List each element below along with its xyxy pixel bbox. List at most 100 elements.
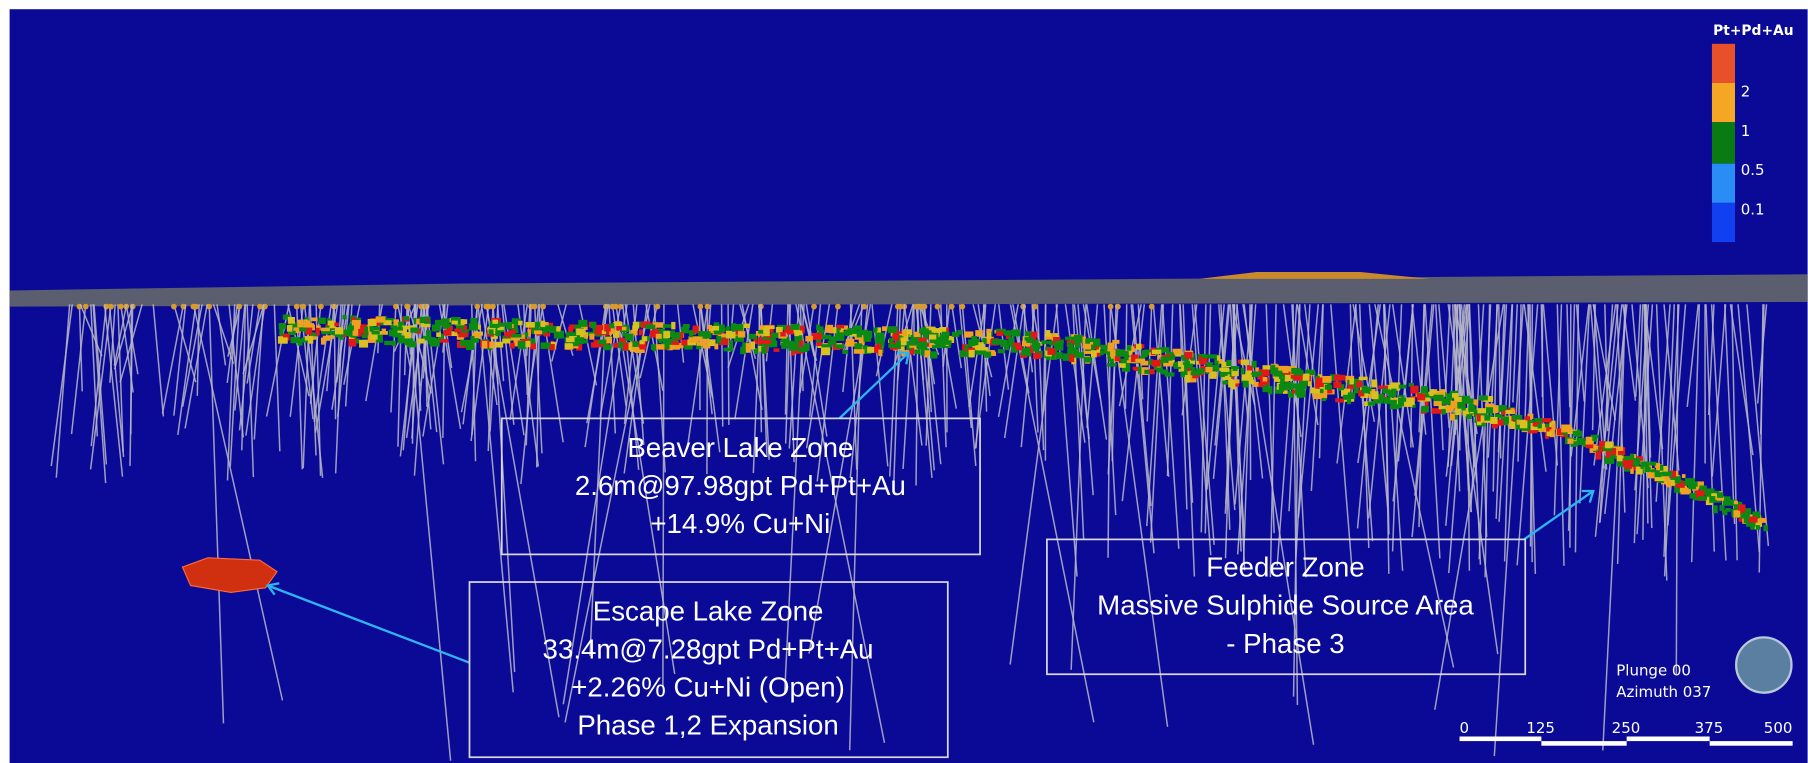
assay-block — [767, 338, 776, 343]
assay-block — [1024, 331, 1031, 337]
drill-hole — [1478, 304, 1492, 560]
collar — [404, 303, 411, 310]
drill-hole — [800, 304, 815, 357]
assay-block — [910, 334, 919, 343]
assay-block — [1714, 490, 1720, 497]
assay-block — [321, 327, 330, 332]
assay-block — [1156, 367, 1163, 373]
surface-outcrop — [1199, 272, 1430, 279]
assay-block — [425, 330, 432, 336]
assay-block — [566, 332, 572, 339]
assay-block — [1163, 362, 1174, 367]
assay-block — [939, 326, 947, 333]
assay-block — [346, 325, 354, 331]
callout-text: Phase 1,2 Expansion — [577, 710, 838, 741]
assay-block — [1278, 375, 1283, 379]
drill-hole — [326, 304, 335, 392]
assay-block — [931, 345, 936, 350]
drill-hole — [741, 304, 763, 410]
assay-block — [1262, 376, 1268, 382]
assay-block — [1659, 465, 1668, 474]
assay-block — [790, 323, 800, 330]
assay-block — [794, 330, 803, 337]
assay-block — [631, 345, 637, 351]
assay-block — [529, 343, 536, 350]
drill-hole — [1493, 304, 1524, 757]
assay-block — [1647, 472, 1655, 479]
assay-block — [836, 332, 844, 339]
assay-block — [1598, 445, 1603, 453]
assay-block — [299, 327, 307, 332]
assay-block — [282, 333, 289, 338]
assay-block — [341, 329, 352, 335]
collar — [861, 303, 868, 310]
assay-block — [1605, 447, 1613, 452]
assay-block — [618, 342, 628, 349]
drill-hole — [997, 304, 1010, 390]
assay-block — [1432, 389, 1438, 393]
assay-block — [599, 329, 607, 335]
assay-block — [730, 323, 737, 331]
assay-block — [906, 341, 917, 346]
assay-block — [1674, 479, 1682, 484]
assay-block — [397, 335, 403, 343]
drill-hole — [1152, 304, 1170, 477]
assay-block — [1713, 505, 1718, 514]
assay-block — [1347, 383, 1352, 391]
assay-block — [991, 351, 997, 356]
assay-block — [1616, 459, 1627, 467]
assay-block — [1524, 416, 1531, 422]
drill-hole — [1516, 304, 1539, 566]
drill-hole — [336, 304, 350, 417]
assay-block — [681, 326, 689, 334]
assay-block — [447, 331, 458, 337]
collar — [835, 303, 841, 310]
assay-block — [1307, 381, 1312, 387]
assay-block — [1590, 434, 1599, 439]
assay-block — [849, 332, 858, 337]
assay-block — [342, 314, 347, 320]
drill-hole — [1643, 304, 1664, 450]
assay-block — [1656, 472, 1664, 477]
assay-block — [463, 325, 468, 331]
assay-block — [1180, 371, 1185, 378]
assay-block — [1597, 446, 1609, 452]
drill-hole — [212, 304, 235, 364]
assay-block — [516, 318, 520, 325]
assay-block — [733, 324, 744, 331]
assay-block — [1177, 361, 1183, 367]
assay-block — [1549, 429, 1555, 438]
drill-hole — [246, 304, 255, 478]
assay-block — [540, 320, 546, 328]
assay-block — [1561, 424, 1572, 433]
drill-hole — [1194, 304, 1215, 545]
assay-block — [454, 328, 462, 333]
assay-block — [1185, 370, 1193, 378]
assay-block — [540, 342, 551, 349]
assay-block — [308, 323, 315, 330]
assay-block — [775, 326, 783, 334]
assay-block — [543, 332, 551, 337]
assay-block — [1404, 401, 1413, 407]
assay-block — [1221, 361, 1232, 368]
drill-hole — [89, 304, 112, 470]
assay-block — [1234, 379, 1240, 384]
assay-block — [632, 341, 639, 347]
assay-block — [1428, 391, 1438, 397]
assay-block — [934, 334, 944, 339]
assay-block — [370, 333, 378, 340]
assay-block — [1350, 383, 1356, 390]
assay-block — [667, 338, 673, 346]
assay-block — [930, 351, 938, 359]
assay-block — [304, 335, 314, 341]
drill-hole — [234, 304, 246, 411]
drill-hole — [1276, 304, 1298, 566]
assay-block — [1299, 373, 1310, 381]
assay-block — [763, 333, 772, 342]
drill-hole — [192, 304, 284, 701]
assay-block — [316, 325, 321, 331]
assay-block — [985, 337, 991, 344]
assay-block — [671, 337, 679, 344]
drill-hole — [816, 304, 839, 482]
legend-swatch — [1711, 122, 1736, 164]
